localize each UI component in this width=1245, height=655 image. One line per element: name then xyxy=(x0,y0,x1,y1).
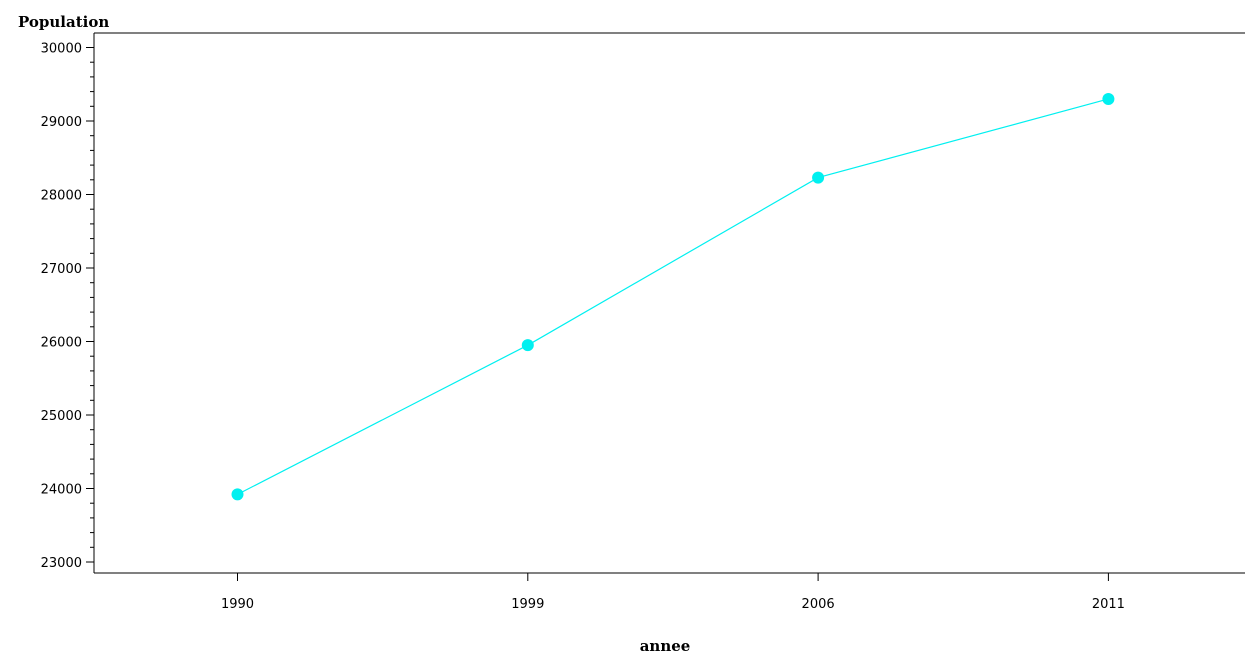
y-tick-label: 23000 xyxy=(41,556,82,571)
data-point xyxy=(812,171,825,184)
data-point xyxy=(521,339,534,352)
x-tick-label: 2011 xyxy=(1092,597,1125,612)
x-axis-ticks: 1990 1999 2006 2011 xyxy=(221,573,1125,612)
x-tick-label: 2006 xyxy=(802,597,835,612)
series-line xyxy=(237,98,1109,495)
y-axis-title: Population xyxy=(18,13,109,31)
y-tick-label: 24000 xyxy=(41,483,82,498)
y-tick-label: 29000 xyxy=(41,115,82,130)
y-tick-label: 25000 xyxy=(41,409,82,424)
x-tick-label: 1999 xyxy=(511,597,544,612)
y-tick-label: 27000 xyxy=(41,262,82,277)
y-axis-ticks: 23000 24000 25000 26000 27000 28000 29000 30000 xyxy=(41,42,94,571)
y-tick-label: 26000 xyxy=(41,336,82,351)
x-tick-label: 1990 xyxy=(221,597,254,612)
y-tick-label: 28000 xyxy=(41,189,82,204)
y-tick-label: 30000 xyxy=(41,42,82,57)
data-point xyxy=(1102,92,1115,105)
series-group xyxy=(231,92,1115,501)
data-point xyxy=(231,488,244,501)
x-axis-title: annee xyxy=(640,637,691,655)
